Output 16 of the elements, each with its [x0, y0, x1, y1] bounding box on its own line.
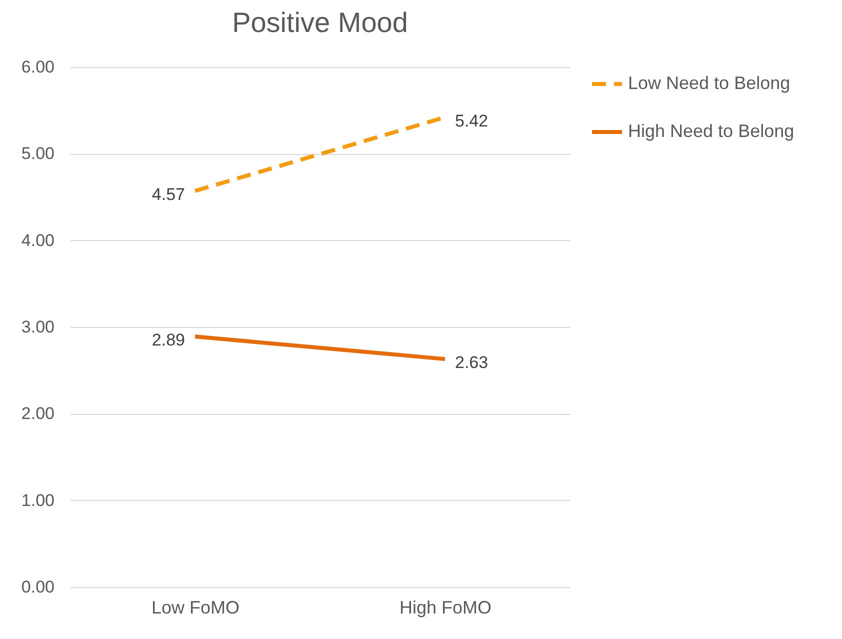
- y-tick-label: 1.00: [21, 490, 54, 510]
- data-label: 2.89: [152, 330, 185, 350]
- data-label: 2.63: [455, 353, 488, 372]
- y-tick-label: 6.00: [21, 58, 54, 76]
- y-tick-label: 2.00: [21, 404, 54, 424]
- chart-title: Positive Mood: [232, 7, 408, 38]
- x-tick-label: High FoMO: [399, 598, 492, 618]
- y-tick-label: 4.00: [21, 230, 54, 250]
- data-label: 4.57: [152, 184, 185, 204]
- legend-label: High Need to Belong: [628, 121, 794, 141]
- x-tick-label: Low FoMO: [151, 598, 240, 618]
- legend-label: Low Need to Belong: [628, 73, 790, 93]
- data-label: 5.42: [455, 111, 488, 130]
- y-tick-label: 0.00: [21, 578, 54, 596]
- y-tick-label: 5.00: [21, 144, 54, 164]
- y-tick-label: 3.00: [21, 318, 54, 336]
